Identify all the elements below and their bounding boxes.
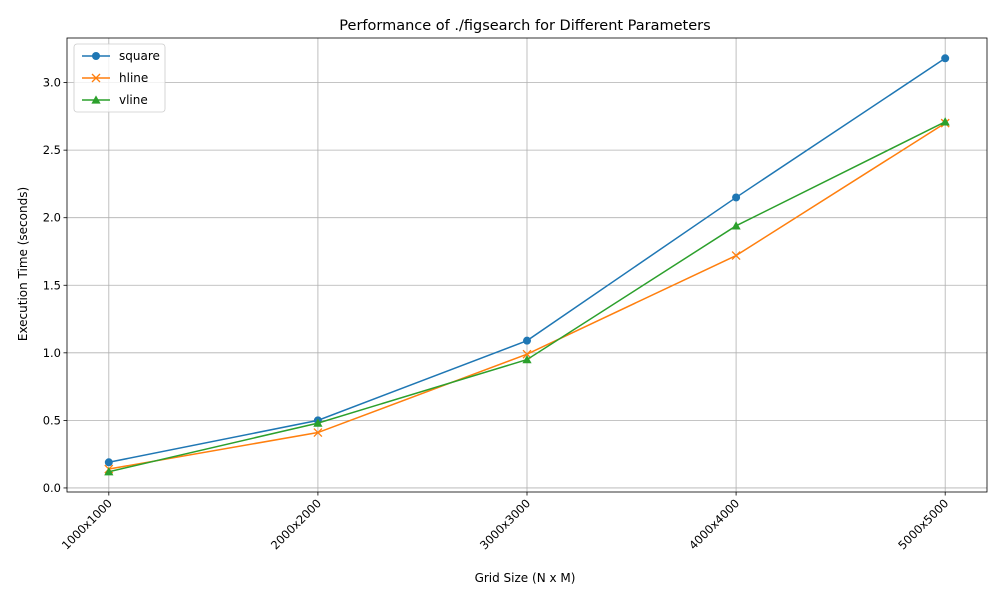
legend-marker-stroke [91,73,101,83]
data-point-hline [522,349,532,359]
data-point-square [104,458,113,467]
data-point-hline [313,428,323,438]
y-tick-label: 0.5 [43,413,61,427]
data-point-hline [731,251,741,261]
chart-title: Performance of ./figsearch for Different… [339,18,710,34]
legend-marker [92,52,100,60]
legend-label: square [119,49,160,63]
data-point-vline [940,117,950,126]
series-square [104,54,950,467]
legend-marker [91,73,101,83]
series-vline [104,117,950,476]
data-point-hline-stroke [731,251,741,261]
y-tick-label: 3.0 [43,76,61,90]
legend-label: hline [119,71,148,85]
legend-label: vline [119,93,148,107]
y-tick-label: 2.5 [43,143,61,157]
legend-entry-hline: hline [82,71,148,85]
data-point-square [941,54,950,63]
legend: square hline vline [73,43,166,113]
data-point-vline [731,221,741,230]
y-axis-label: Execution Time (seconds) [16,187,30,341]
x-axis-label: Grid Size (N x M) [475,571,576,585]
grid-lines [67,38,987,492]
data-point-vline [104,467,114,476]
legend-entry-square: square [82,49,160,63]
series-layer [104,54,950,476]
legend-box [73,43,166,113]
data-point-vline [522,354,532,364]
y-tick-label: 1.0 [43,346,61,360]
y-tick-label: 2.0 [43,211,61,225]
data-point-vline [313,418,323,427]
legend-entry-vline: vline [82,93,148,107]
data-point-hline-stroke [522,349,532,359]
data-point-hline-stroke [313,428,323,438]
y-tick-label: 0.0 [43,481,61,495]
y-tick-label: 1.5 [43,278,61,292]
data-point-square [523,336,531,345]
legend-marker [91,95,101,104]
data-point-square [732,193,741,202]
